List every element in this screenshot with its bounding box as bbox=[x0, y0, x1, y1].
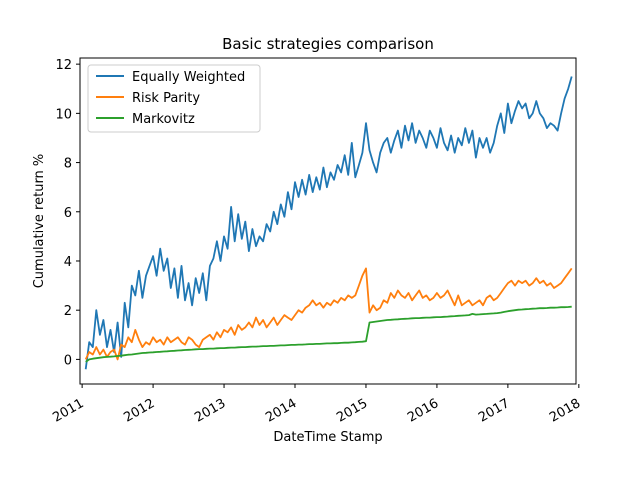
y-tick-label: 8 bbox=[64, 157, 72, 172]
axes-frame bbox=[79, 57, 577, 385]
y-tick-label: 0 bbox=[64, 353, 72, 368]
y-tick-label: 6 bbox=[64, 206, 72, 221]
series-line-markovitz bbox=[85, 305, 572, 363]
y-axis-title: Cumulative return % bbox=[32, 154, 47, 289]
chart-title: Basic strategies comparison bbox=[222, 35, 434, 53]
plot-area bbox=[84, 76, 573, 370]
legend-box bbox=[87, 64, 261, 133]
x-axis-title: DateTime Stamp bbox=[273, 430, 382, 445]
y-tick-label: 4 bbox=[64, 255, 72, 270]
legend-label-markovitz: Markovitz bbox=[132, 112, 195, 127]
y-tick-label: 12 bbox=[55, 58, 72, 73]
legend-label-risk-parity: Risk Parity bbox=[132, 91, 200, 106]
series-line-equally-weighted bbox=[84, 76, 573, 370]
legend: Equally Weighted Risk Parity Markovitz bbox=[87, 64, 261, 133]
y-tick-label: 10 bbox=[55, 107, 72, 122]
series-line-risk-parity bbox=[84, 267, 573, 361]
legend-label-equally-weighted: Equally Weighted bbox=[132, 70, 245, 85]
y-tick-label: 2 bbox=[64, 304, 72, 319]
